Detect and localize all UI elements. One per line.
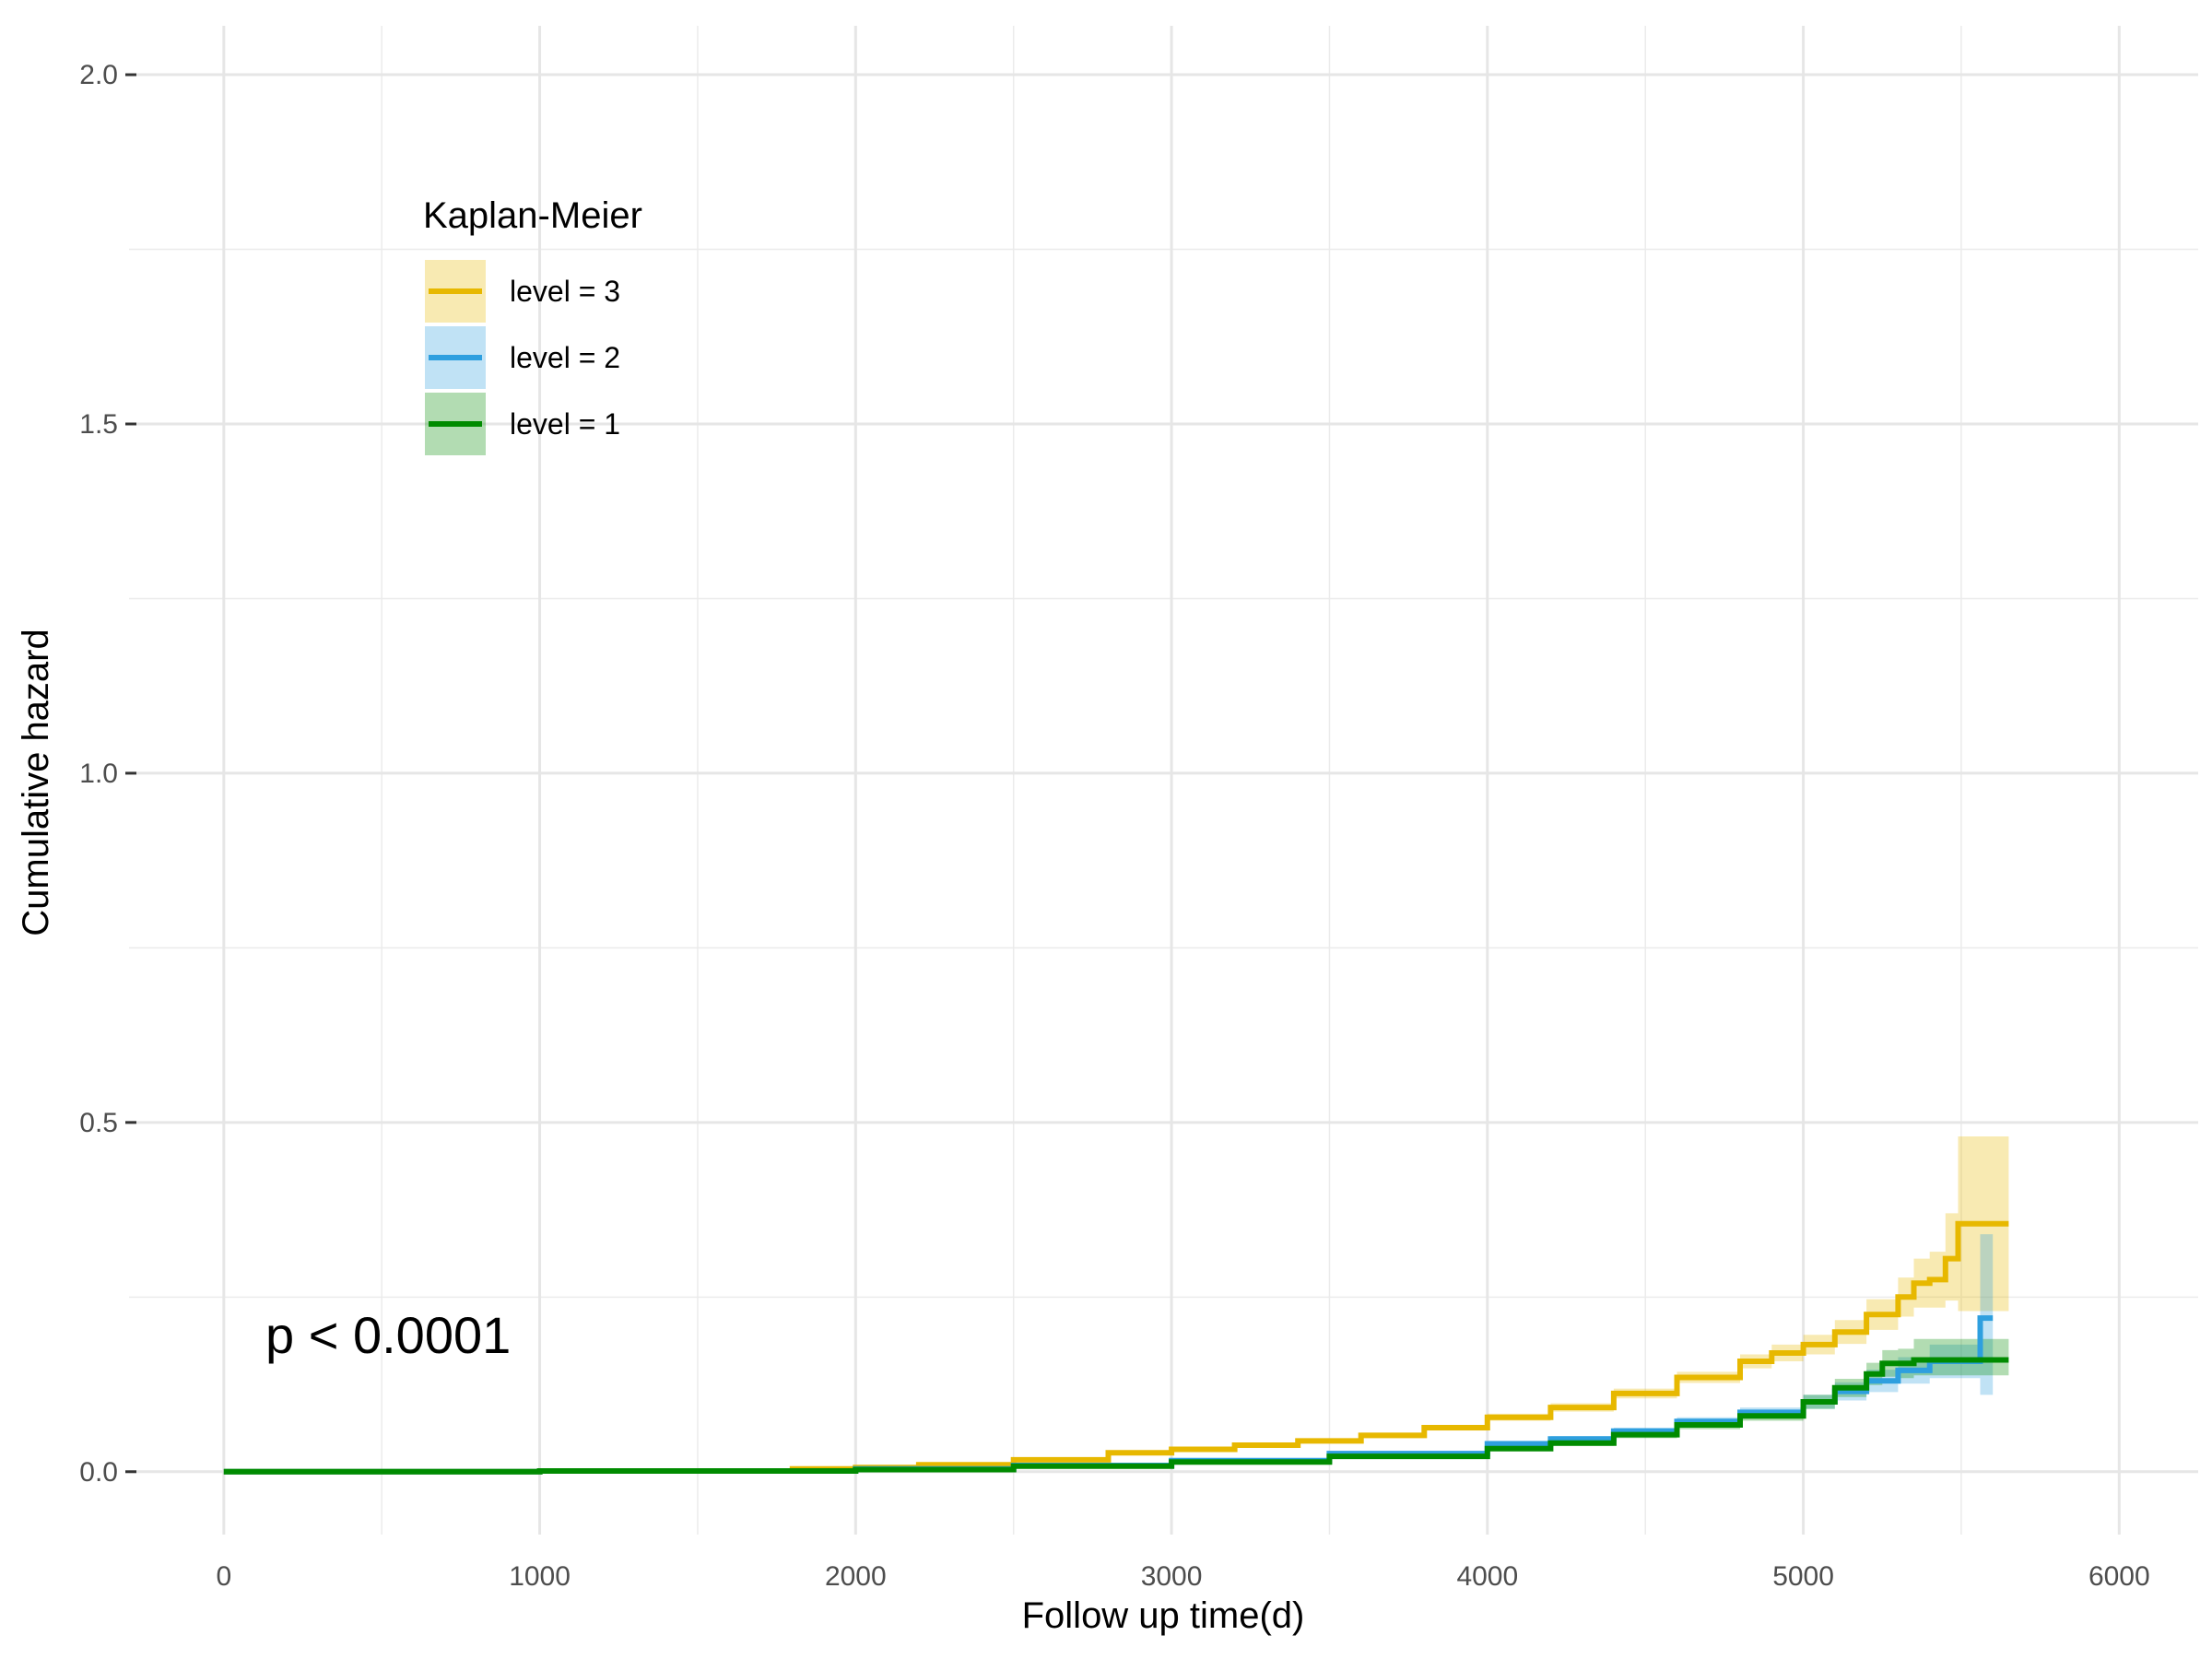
legend-label: level = 1: [510, 407, 620, 441]
hazard-line-level-1: [223, 1357, 2009, 1475]
p-value-annotation: p < 0.0001: [265, 1306, 511, 1364]
x-axis: 0 1000 2000 3000 4000 5000 6000: [216, 1561, 2149, 1592]
legend-label: level = 2: [510, 341, 620, 374]
x-tick-label: 4000: [1456, 1561, 1518, 1592]
x-tick-label: 5000: [1772, 1561, 1834, 1592]
y-tick-label: 2.0: [79, 60, 118, 90]
y-tick-label: 0.5: [79, 1108, 118, 1138]
y-axis-title: Cumulative hazard: [16, 629, 56, 936]
legend-label: level = 3: [510, 275, 620, 308]
y-tick-label: 0.0: [79, 1457, 118, 1488]
x-tick-label: 2000: [825, 1561, 887, 1592]
y-axis: 0.0 0.5 1.0 1.5 2.0: [79, 60, 136, 1488]
x-tick-label: 1000: [509, 1561, 571, 1592]
x-tick-label: 0: [216, 1561, 231, 1592]
grid: [129, 26, 2198, 1535]
y-tick-label: 1.5: [79, 409, 118, 440]
legend-title: Kaplan-Meier: [423, 195, 642, 236]
hazard-line-level-3: [223, 1220, 2009, 1475]
y-tick-label: 1.0: [79, 759, 118, 789]
x-axis-title: Follow up time(d): [1022, 1595, 1305, 1636]
x-tick-label: 6000: [2088, 1561, 2150, 1592]
hazard-curves: [223, 1220, 2009, 1475]
legend: Kaplan-Meier level = 3 level = 2 level = 1: [423, 195, 642, 455]
x-tick-label: 3000: [1141, 1561, 1203, 1592]
